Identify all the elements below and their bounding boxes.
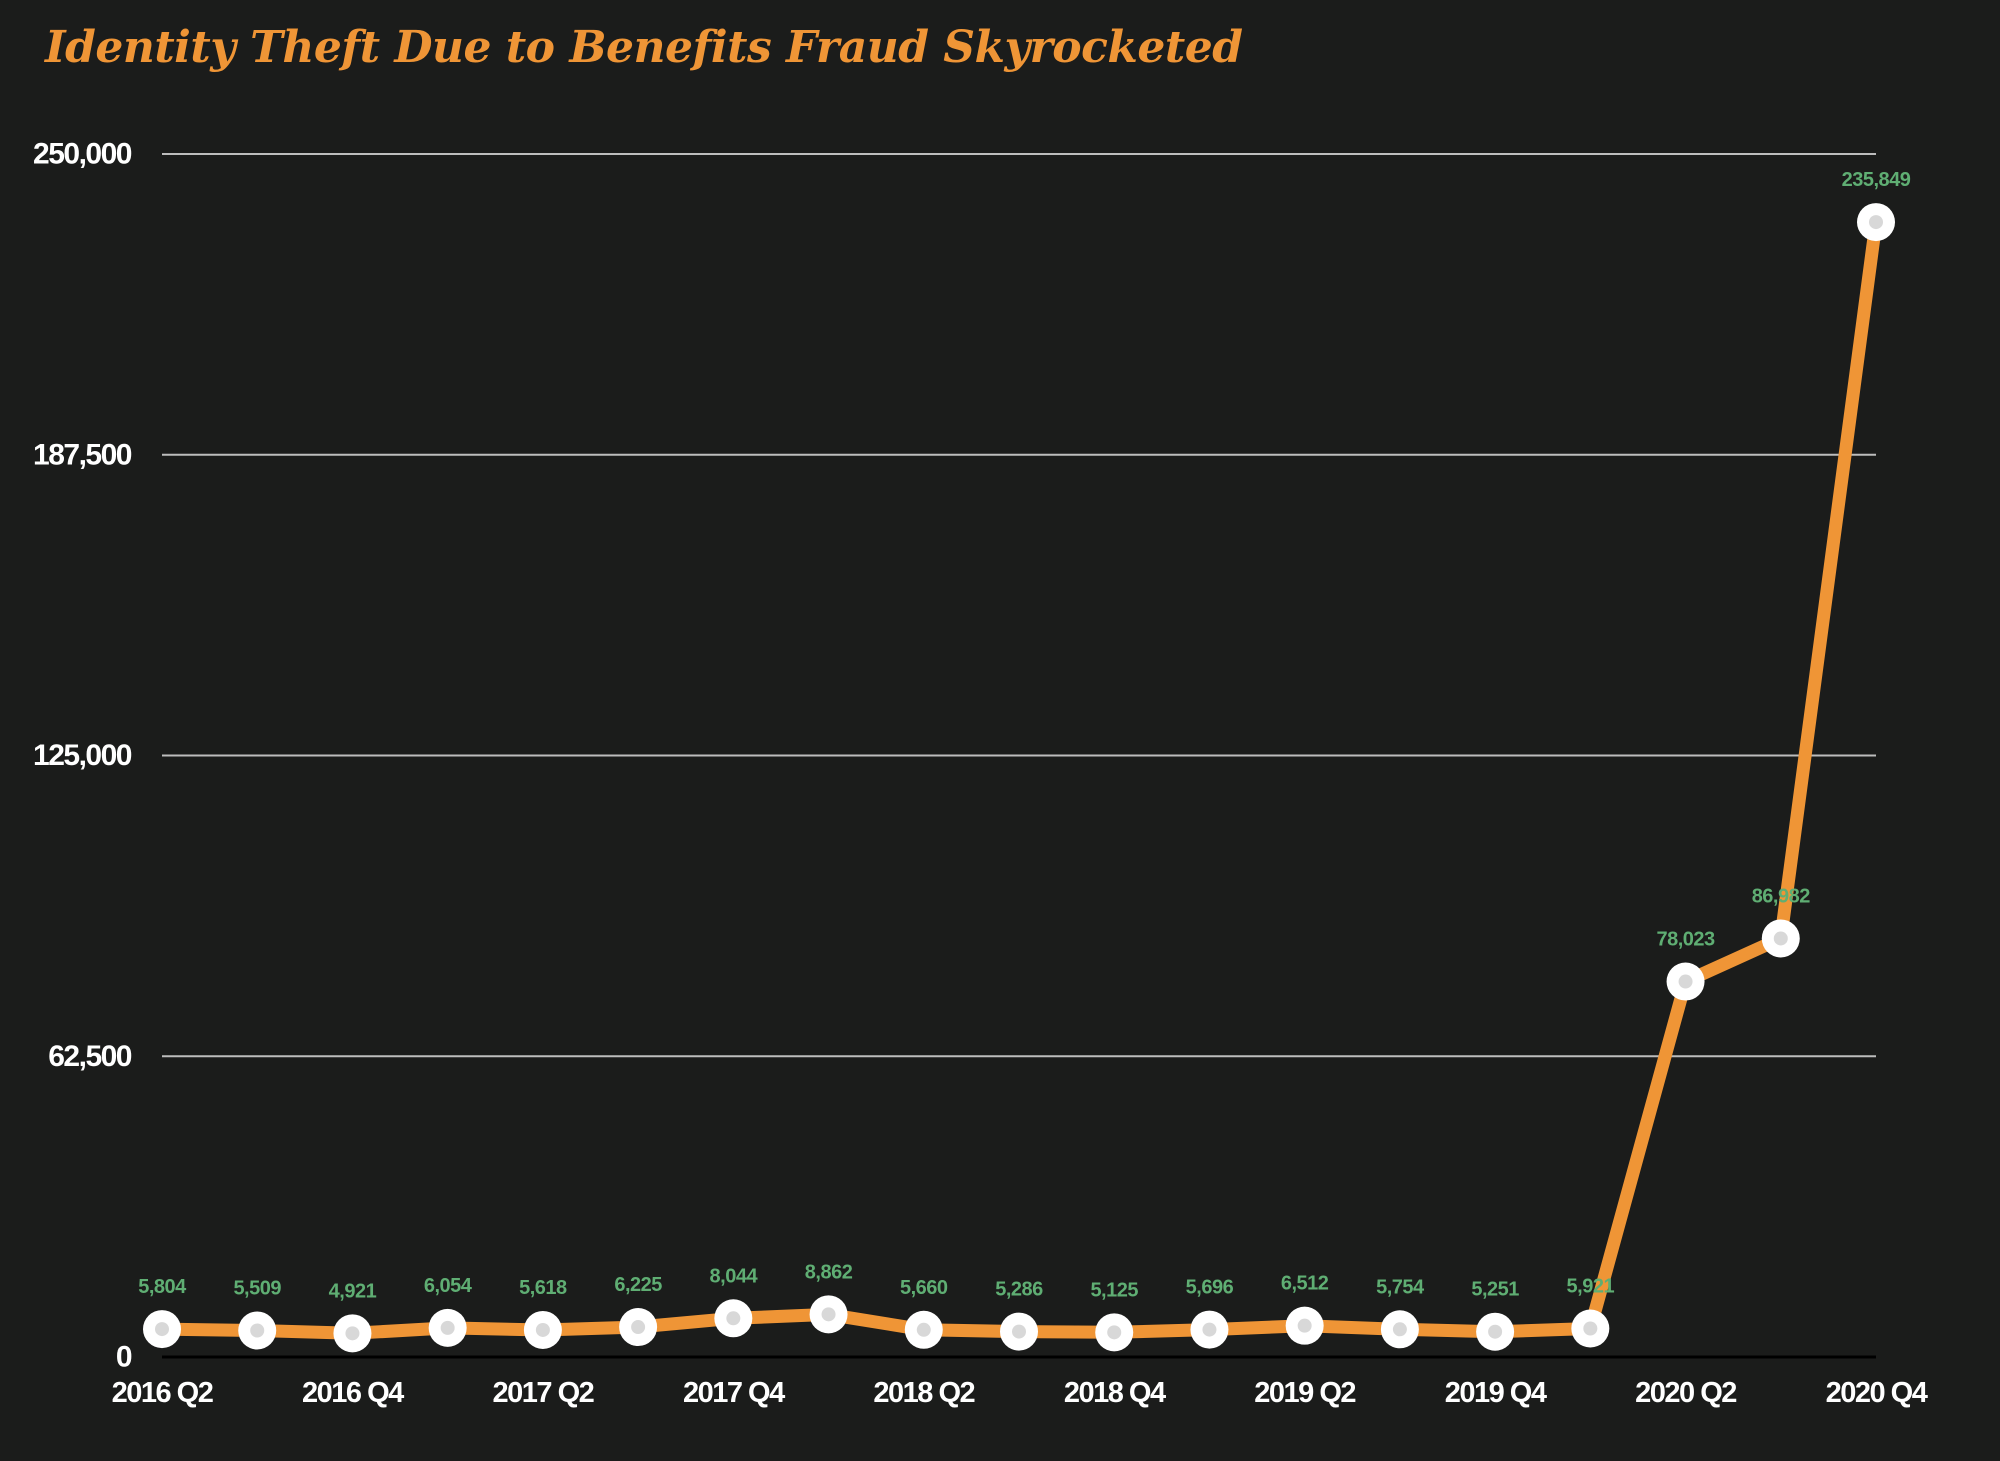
data-point-center [1012,1324,1026,1339]
x-tick-label: 2016 Q4 [302,1377,404,1409]
x-tick-label: 2019 Q4 [1445,1377,1547,1409]
data-point-center [1392,1322,1407,1337]
x-tick-label: 2020 Q4 [1826,1377,1928,1409]
data-label: 5,125 [1090,1279,1138,1301]
data-point-center [155,1322,169,1337]
data-label: 5,286 [995,1279,1043,1301]
y-tick-label: 125,000 [33,739,132,772]
y-tick-label: 62,500 [48,1040,132,1073]
data-label: 8,862 [805,1261,853,1283]
data-point-center [440,1320,455,1335]
x-tick-label: 2017 Q2 [493,1377,594,1409]
data-point-center [1773,931,1788,946]
data-point-center [345,1326,360,1341]
data-label: 5,251 [1471,1279,1519,1301]
data-label: 5,804 [138,1276,187,1298]
data-label: 6,225 [614,1274,662,1296]
x-tick-label: 2017 Q4 [683,1377,785,1409]
data-label: 235,849 [1842,169,1911,191]
chart-title: Identity Theft Due to Benefits Fraud Sky… [45,22,1243,73]
data-point-center [1107,1325,1122,1340]
data-point-center [1488,1324,1503,1339]
data-label: 5,509 [233,1277,281,1299]
data-point-center [1297,1318,1312,1333]
data-point-center [535,1322,550,1337]
data-label: 8,044 [710,1265,759,1287]
data-point-center [821,1307,836,1322]
series-line [155,215,1883,1340]
data-point-center [726,1311,741,1326]
data-label: 5,754 [1376,1276,1425,1298]
y-tick-label: 250,000 [33,138,132,171]
data-point-center [250,1323,265,1338]
data-point-center [1869,215,1883,230]
data-point-center [1583,1321,1598,1336]
x-tick-label: 2018 Q2 [873,1377,974,1409]
data-label: 5,696 [1186,1277,1234,1299]
x-tick-label: 2019 Q2 [1254,1377,1355,1409]
data-label: 5,660 [900,1277,948,1299]
data-point-center [916,1322,931,1337]
x-tick-label: 2016 Q2 [112,1377,213,1409]
y-tick-label: 0 [116,1341,132,1374]
data-label: 5,921 [1567,1276,1615,1298]
data-point-center [1678,974,1693,989]
data-label: 78,023 [1656,929,1715,951]
data-label: 6,512 [1281,1273,1329,1295]
data-label: 5,618 [519,1277,567,1299]
x-tick-label: 2020 Q2 [1635,1377,1736,1409]
data-label: 86,982 [1752,885,1811,907]
data-label: 4,921 [329,1280,377,1302]
y-tick-label: 187,500 [33,438,132,471]
data-point-center [1202,1322,1217,1337]
x-tick-label: 2018 Q4 [1064,1377,1166,1409]
data-label: 6,054 [424,1275,473,1297]
data-point-center [631,1320,646,1335]
